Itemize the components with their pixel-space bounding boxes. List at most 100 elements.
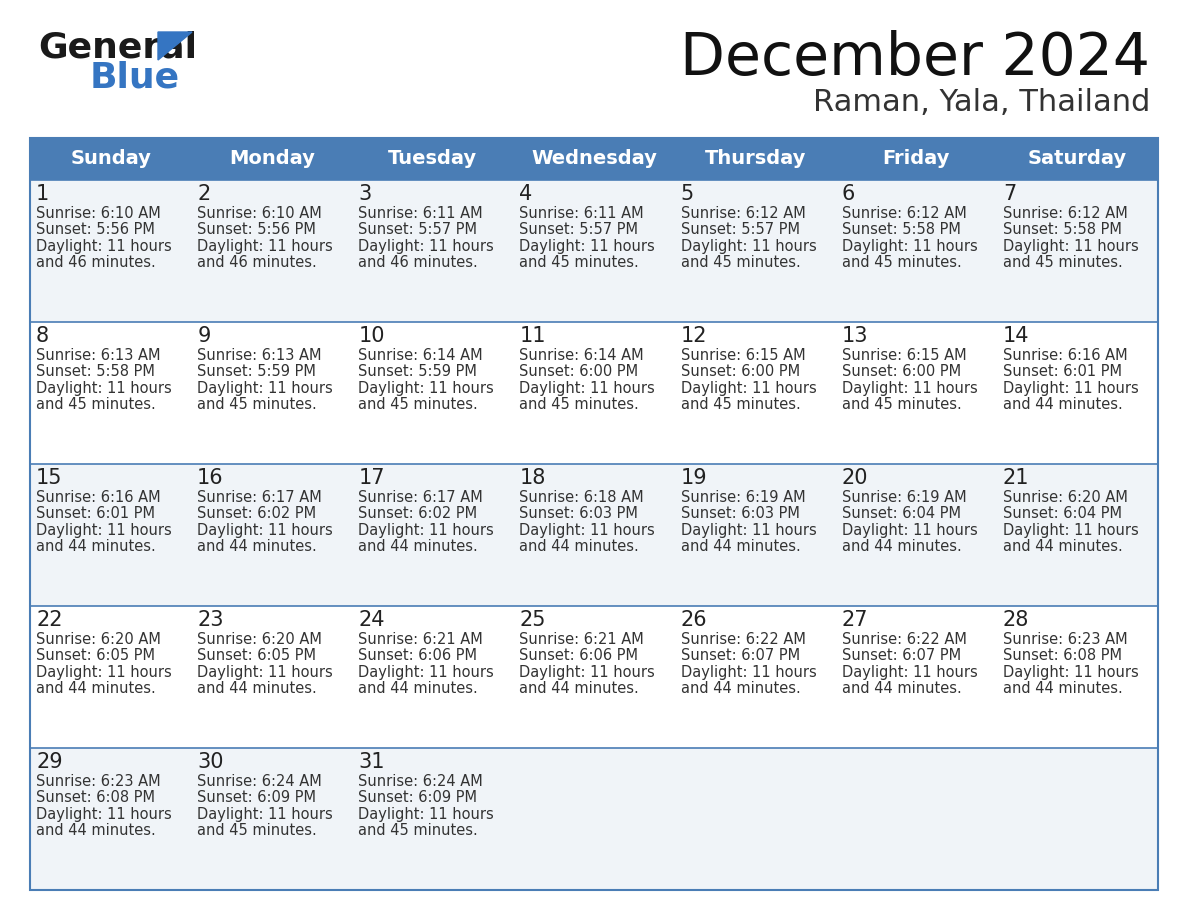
Text: 15: 15	[36, 468, 63, 488]
Text: Sunrise: 6:23 AM: Sunrise: 6:23 AM	[1003, 632, 1127, 647]
Text: 18: 18	[519, 468, 545, 488]
Text: Daylight: 11 hours: Daylight: 11 hours	[36, 239, 172, 253]
Text: Sunset: 6:03 PM: Sunset: 6:03 PM	[519, 506, 638, 521]
Text: Sunset: 5:56 PM: Sunset: 5:56 PM	[197, 222, 316, 237]
Text: Sunrise: 6:10 AM: Sunrise: 6:10 AM	[36, 206, 160, 221]
Text: Daylight: 11 hours: Daylight: 11 hours	[681, 665, 816, 679]
Text: General: General	[38, 30, 197, 64]
Bar	[30, 606, 1158, 748]
Text: Sunrise: 6:22 AM: Sunrise: 6:22 AM	[842, 632, 967, 647]
Text: 3: 3	[359, 184, 372, 204]
Text: 19: 19	[681, 468, 707, 488]
Text: Sunset: 5:57 PM: Sunset: 5:57 PM	[681, 222, 800, 237]
Text: 2: 2	[197, 184, 210, 204]
Text: Sunset: 5:57 PM: Sunset: 5:57 PM	[519, 222, 638, 237]
Text: Daylight: 11 hours: Daylight: 11 hours	[197, 665, 333, 679]
Text: and 44 minutes.: and 44 minutes.	[1003, 539, 1123, 554]
Text: Sunrise: 6:18 AM: Sunrise: 6:18 AM	[519, 490, 644, 505]
Text: 21: 21	[1003, 468, 1029, 488]
Text: 1: 1	[36, 184, 49, 204]
Text: and 44 minutes.: and 44 minutes.	[842, 681, 961, 696]
Text: Sunset: 6:00 PM: Sunset: 6:00 PM	[842, 364, 961, 379]
Text: Sunrise: 6:11 AM: Sunrise: 6:11 AM	[519, 206, 644, 221]
Text: and 44 minutes.: and 44 minutes.	[842, 539, 961, 554]
Text: Sunrise: 6:16 AM: Sunrise: 6:16 AM	[36, 490, 160, 505]
Text: Monday: Monday	[229, 150, 315, 169]
Text: 4: 4	[519, 184, 532, 204]
Text: Blue: Blue	[90, 60, 181, 94]
Text: and 45 minutes.: and 45 minutes.	[681, 397, 801, 412]
Text: Sunset: 6:05 PM: Sunset: 6:05 PM	[36, 648, 154, 664]
Bar	[30, 138, 1158, 180]
Text: Sunset: 6:08 PM: Sunset: 6:08 PM	[36, 790, 154, 805]
Text: 11: 11	[519, 326, 546, 346]
Text: Sunset: 6:02 PM: Sunset: 6:02 PM	[197, 506, 316, 521]
Text: Daylight: 11 hours: Daylight: 11 hours	[842, 381, 978, 396]
Text: and 45 minutes.: and 45 minutes.	[197, 823, 317, 838]
Text: Daylight: 11 hours: Daylight: 11 hours	[1003, 522, 1138, 538]
Text: and 44 minutes.: and 44 minutes.	[681, 681, 801, 696]
Text: Sunrise: 6:22 AM: Sunrise: 6:22 AM	[681, 632, 805, 647]
Text: 28: 28	[1003, 610, 1029, 630]
Text: Sunset: 6:06 PM: Sunset: 6:06 PM	[519, 648, 638, 664]
Text: Sunrise: 6:10 AM: Sunrise: 6:10 AM	[197, 206, 322, 221]
Text: Daylight: 11 hours: Daylight: 11 hours	[197, 239, 333, 253]
Text: Sunrise: 6:24 AM: Sunrise: 6:24 AM	[359, 774, 484, 789]
Text: Sunrise: 6:13 AM: Sunrise: 6:13 AM	[197, 348, 322, 363]
Text: 9: 9	[197, 326, 210, 346]
Text: 13: 13	[842, 326, 868, 346]
Text: 24: 24	[359, 610, 385, 630]
Text: Sunset: 5:59 PM: Sunset: 5:59 PM	[197, 364, 316, 379]
Text: Sunrise: 6:14 AM: Sunrise: 6:14 AM	[519, 348, 644, 363]
Text: 26: 26	[681, 610, 707, 630]
Text: 5: 5	[681, 184, 694, 204]
Text: Sunset: 5:59 PM: Sunset: 5:59 PM	[359, 364, 478, 379]
Text: Sunrise: 6:15 AM: Sunrise: 6:15 AM	[842, 348, 966, 363]
Text: Sunset: 6:07 PM: Sunset: 6:07 PM	[842, 648, 961, 664]
Text: Sunrise: 6:20 AM: Sunrise: 6:20 AM	[197, 632, 322, 647]
Text: Daylight: 11 hours: Daylight: 11 hours	[681, 239, 816, 253]
Text: 20: 20	[842, 468, 868, 488]
Text: Sunset: 6:07 PM: Sunset: 6:07 PM	[681, 648, 800, 664]
Text: Daylight: 11 hours: Daylight: 11 hours	[36, 665, 172, 679]
Text: Sunset: 6:06 PM: Sunset: 6:06 PM	[359, 648, 478, 664]
Text: and 44 minutes.: and 44 minutes.	[1003, 397, 1123, 412]
Text: 31: 31	[359, 752, 385, 772]
Text: and 45 minutes.: and 45 minutes.	[842, 397, 961, 412]
Text: Sunrise: 6:16 AM: Sunrise: 6:16 AM	[1003, 348, 1127, 363]
Text: Wednesday: Wednesday	[531, 150, 657, 169]
Text: and 45 minutes.: and 45 minutes.	[359, 397, 478, 412]
Text: Sunset: 5:56 PM: Sunset: 5:56 PM	[36, 222, 154, 237]
Text: and 46 minutes.: and 46 minutes.	[36, 255, 156, 270]
Text: Daylight: 11 hours: Daylight: 11 hours	[1003, 665, 1138, 679]
Bar	[30, 138, 1158, 890]
Text: 17: 17	[359, 468, 385, 488]
Text: Sunset: 6:08 PM: Sunset: 6:08 PM	[1003, 648, 1121, 664]
Text: Sunset: 6:09 PM: Sunset: 6:09 PM	[197, 790, 316, 805]
Text: Daylight: 11 hours: Daylight: 11 hours	[519, 239, 655, 253]
Text: and 44 minutes.: and 44 minutes.	[1003, 681, 1123, 696]
Text: and 44 minutes.: and 44 minutes.	[359, 539, 478, 554]
Text: Sunset: 5:57 PM: Sunset: 5:57 PM	[359, 222, 478, 237]
Text: 14: 14	[1003, 326, 1029, 346]
Text: Sunrise: 6:20 AM: Sunrise: 6:20 AM	[36, 632, 160, 647]
Text: Sunrise: 6:15 AM: Sunrise: 6:15 AM	[681, 348, 805, 363]
Text: Friday: Friday	[883, 150, 950, 169]
Text: Sunset: 6:04 PM: Sunset: 6:04 PM	[842, 506, 961, 521]
Text: and 44 minutes.: and 44 minutes.	[36, 823, 156, 838]
Bar	[30, 464, 1158, 606]
Text: and 45 minutes.: and 45 minutes.	[1003, 255, 1123, 270]
Text: Sunrise: 6:19 AM: Sunrise: 6:19 AM	[842, 490, 966, 505]
Text: Tuesday: Tuesday	[388, 150, 478, 169]
Text: Daylight: 11 hours: Daylight: 11 hours	[359, 381, 494, 396]
Text: 8: 8	[36, 326, 49, 346]
Text: 30: 30	[197, 752, 223, 772]
Text: Daylight: 11 hours: Daylight: 11 hours	[842, 239, 978, 253]
Text: Sunrise: 6:13 AM: Sunrise: 6:13 AM	[36, 348, 160, 363]
Text: Saturday: Saturday	[1028, 150, 1127, 169]
Text: and 44 minutes.: and 44 minutes.	[197, 681, 317, 696]
Text: and 45 minutes.: and 45 minutes.	[36, 397, 156, 412]
Text: 16: 16	[197, 468, 223, 488]
Text: Sunrise: 6:11 AM: Sunrise: 6:11 AM	[359, 206, 482, 221]
Text: Sunrise: 6:12 AM: Sunrise: 6:12 AM	[842, 206, 967, 221]
